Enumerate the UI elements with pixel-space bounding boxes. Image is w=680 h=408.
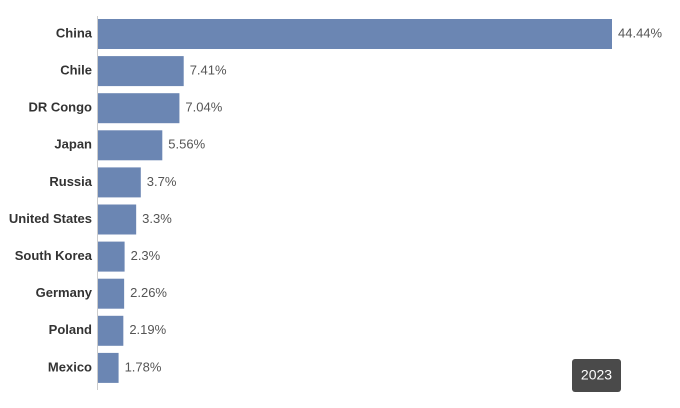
year-label: 2023 [581, 367, 612, 383]
value-label: 2.26% [130, 285, 167, 300]
bar [98, 204, 137, 235]
bar [98, 130, 163, 161]
bar [98, 352, 119, 383]
bar [98, 56, 184, 87]
bar [98, 93, 180, 124]
category-label: Japan [54, 137, 92, 152]
value-label: 3.7% [147, 174, 177, 189]
value-label: 2.19% [129, 322, 166, 337]
category-label: Poland [49, 322, 92, 337]
value-label: 44.44% [618, 25, 663, 40]
bar [98, 315, 124, 346]
category-label: Chile [60, 63, 92, 78]
value-label: 5.56% [168, 137, 205, 152]
category-label: Russia [49, 174, 92, 189]
value-label: 7.41% [190, 63, 227, 78]
category-label: Germany [36, 285, 93, 300]
bar [98, 167, 141, 198]
value-label: 2.3% [131, 248, 161, 263]
bar [98, 278, 125, 309]
category-label: South Korea [15, 248, 93, 263]
value-label: 1.78% [125, 359, 162, 374]
bar [98, 241, 125, 272]
category-label: Mexico [48, 359, 92, 374]
value-label: 7.04% [185, 100, 222, 115]
value-label: 3.3% [142, 211, 172, 226]
category-label: DR Congo [28, 100, 92, 115]
year-badge [572, 359, 621, 392]
bar [98, 19, 612, 49]
category-label: United States [9, 211, 92, 226]
category-label: China [56, 25, 93, 40]
